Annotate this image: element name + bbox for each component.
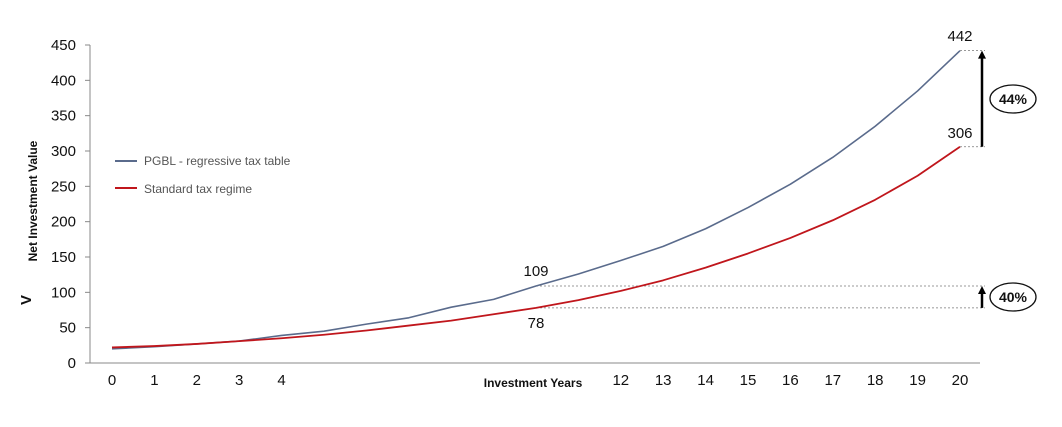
x-tick-label: 13	[655, 372, 672, 389]
reference-lines	[536, 50, 985, 309]
percent-label-40: 40%	[999, 289, 1028, 305]
y-tick-label: 350	[51, 108, 76, 125]
x-axis-ticks: 0 1 2 3 4 12 13 14 15 16 17 18 19 20	[108, 372, 969, 389]
x-tick-label: 14	[697, 372, 714, 389]
arrow-year20-head	[978, 50, 986, 59]
y-axis-ticks: 0 50 100 150 200 250 300 350 400 450	[51, 37, 90, 372]
percent-label-44: 44%	[999, 91, 1028, 107]
series-line-pgbl	[111, 50, 961, 350]
x-tick-label: 4	[277, 372, 285, 389]
y-tick-label: 0	[68, 355, 76, 372]
data-label-standard-year10: 78	[528, 315, 545, 332]
x-tick-label: 19	[909, 372, 926, 389]
y-tick-label: 300	[51, 143, 76, 160]
series-line-standard	[111, 146, 961, 349]
data-label-standard-year20: 306	[947, 125, 972, 142]
x-tick-label: 17	[824, 372, 841, 389]
legend-label-standard: Standard tax regime	[144, 182, 252, 196]
y-tick-label: 250	[51, 178, 76, 195]
percent-badge-40	[989, 282, 1037, 312]
y-axis-title: Net Investment Value	[26, 140, 40, 261]
x-tick-label: 18	[867, 372, 884, 389]
y-tick-label: 200	[51, 214, 76, 231]
y-tick-label: 450	[51, 37, 76, 54]
data-label-pgbl-year20: 442	[947, 28, 972, 45]
x-tick-label: 0	[108, 372, 116, 389]
y-tick-label: 100	[51, 284, 76, 301]
x-tick-label: 2	[193, 372, 201, 389]
arrow-year10-head	[978, 285, 986, 294]
y-tick-label: 50	[59, 320, 76, 337]
difference-arrows	[978, 50, 986, 308]
y-tick-label: 400	[51, 72, 76, 89]
x-tick-label: 15	[740, 372, 757, 389]
data-label-pgbl-year10: 109	[523, 263, 548, 280]
legend-label-pgbl: PGBL - regressive tax table	[144, 154, 291, 168]
x-axis-title: Investment Years	[484, 376, 583, 390]
percent-badge-44	[989, 84, 1037, 114]
legend: PGBL - regressive tax table Standard tax…	[115, 154, 291, 196]
x-tick-label: 16	[782, 372, 799, 389]
x-tick-label: 3	[235, 372, 243, 389]
y-tick-label: 150	[51, 249, 76, 266]
x-tick-label: 20	[952, 372, 969, 389]
x-tick-label: 1	[150, 372, 158, 389]
y-axis-title-prefix: V	[18, 295, 35, 305]
series-lines	[111, 50, 961, 350]
x-tick-label: 12	[612, 372, 629, 389]
